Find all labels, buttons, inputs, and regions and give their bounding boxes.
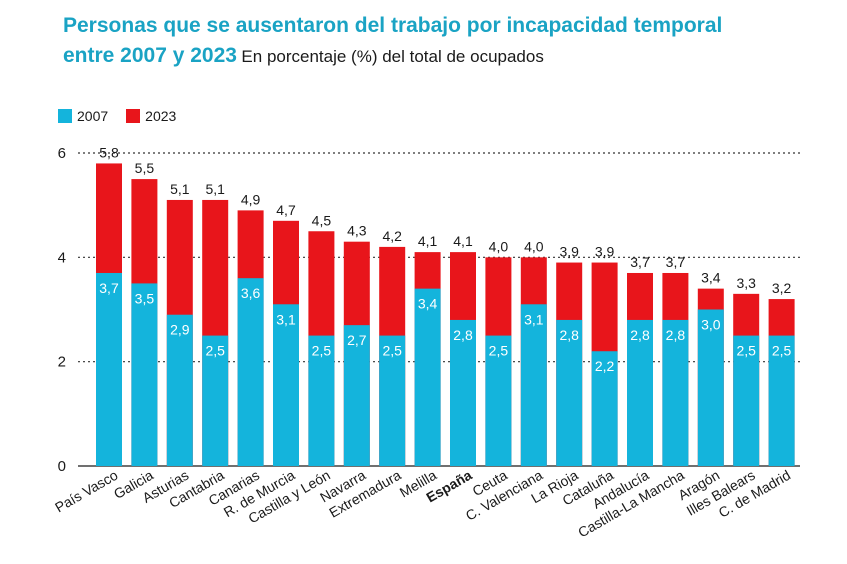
legend-label-2007: 2007 (77, 108, 109, 124)
data-label-2007: 2,8 (453, 327, 473, 343)
legend-item-2007: 2007 (58, 108, 108, 124)
title-line-2: entre 2007 y 2023 (63, 44, 237, 67)
data-label-2007: 3,1 (524, 311, 544, 327)
y-tick-label: 0 (58, 458, 66, 475)
bar-2007 (627, 319, 653, 466)
bar-2007 (237, 278, 264, 466)
chart-title: Personas que se ausentaron del trabajo p… (63, 12, 843, 72)
legend-item-2023: 2023 (126, 108, 176, 124)
data-label-2023: 4,5 (312, 212, 332, 228)
bar-2007 (131, 283, 158, 466)
bar-2007 (308, 335, 335, 466)
bar-2007 (96, 272, 122, 466)
data-label-2023: 3,4 (701, 270, 721, 286)
data-label-2023: 3,7 (630, 254, 650, 270)
data-label-2007: 3,7 (99, 280, 119, 296)
legend-swatch-2023 (126, 109, 141, 123)
bar-2007 (273, 304, 299, 466)
subtitle: En porcentaje (%) del total de ocupados (241, 47, 544, 66)
bar-2007 (556, 319, 583, 466)
data-label-2023: 4,3 (347, 223, 367, 239)
bar-2007 (662, 319, 689, 466)
legend-swatch-2007 (58, 109, 72, 123)
data-label-2007: 2,5 (489, 343, 509, 359)
bar-2007 (414, 288, 441, 466)
bar-2007 (733, 335, 760, 466)
data-label-2023: 3,9 (559, 244, 579, 260)
bar-2007 (450, 319, 476, 466)
data-label-2007: 3,4 (418, 296, 438, 312)
legend: 2007 2023 (58, 108, 194, 124)
y-tick-label: 2 (58, 354, 66, 371)
data-label-2007: 3,1 (276, 311, 296, 327)
bar-2007 (768, 335, 795, 466)
data-label-2023: 5,8 (99, 144, 119, 160)
title-line-1: Personas que se ausentaron del trabajo p… (63, 14, 723, 37)
data-label-2007: 2,5 (205, 343, 225, 359)
bar-2007 (697, 309, 724, 466)
y-tick-label: 6 (58, 145, 66, 162)
data-label-2007: 2,9 (170, 322, 190, 338)
data-label-2007: 2,8 (630, 327, 650, 343)
data-label-2023: 4,0 (489, 238, 509, 254)
bar-2007 (520, 304, 547, 466)
data-label-2023: 4,1 (418, 233, 438, 249)
data-label-2007: 2,8 (666, 327, 686, 343)
data-label-2023: 5,5 (135, 160, 155, 176)
data-label-2007: 3,5 (135, 290, 155, 306)
bar-2007 (379, 335, 406, 466)
data-label-2007: 2,5 (772, 343, 792, 359)
data-label-2023: 3,2 (772, 280, 792, 296)
bar-2007 (343, 325, 370, 466)
data-label-2007: 2,7 (347, 332, 367, 348)
data-label-2007: 2,8 (559, 327, 579, 343)
data-label-2023: 4,9 (241, 191, 261, 207)
data-label-2023: 3,3 (736, 275, 756, 291)
data-label-2023: 4,7 (276, 202, 296, 218)
legend-label-2023: 2023 (145, 108, 177, 124)
y-tick-label: 4 (58, 249, 66, 266)
bar-2007 (166, 314, 193, 466)
bar-2007 (591, 351, 618, 466)
data-label-2007: 2,2 (595, 358, 615, 374)
data-label-2023: 5,1 (170, 181, 190, 197)
data-label-2023: 4,2 (382, 228, 402, 244)
data-label-2007: 3,6 (241, 285, 261, 301)
data-label-2023: 5,1 (205, 181, 225, 197)
data-label-2023: 3,7 (666, 254, 686, 270)
data-label-2007: 2,5 (312, 343, 332, 359)
data-label-2007: 3,0 (701, 317, 721, 333)
bar-2007 (485, 335, 512, 466)
data-label-2007: 2,5 (382, 343, 402, 359)
data-label-2023: 4,1 (453, 233, 473, 249)
data-label-2023: 3,9 (595, 244, 615, 260)
bar-2007 (202, 335, 229, 466)
data-label-2007: 2,5 (736, 343, 756, 359)
data-label-2023: 4,0 (524, 238, 544, 254)
